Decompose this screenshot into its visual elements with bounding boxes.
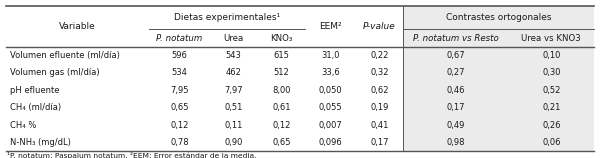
Text: Volumen gas (ml/día): Volumen gas (ml/día) — [10, 68, 100, 77]
Text: 462: 462 — [226, 68, 241, 77]
Text: 0,17: 0,17 — [370, 138, 389, 147]
Text: 0,65: 0,65 — [170, 103, 188, 112]
Text: 615: 615 — [274, 51, 289, 60]
Text: Urea: Urea — [223, 34, 244, 43]
Text: Volumen efluente (ml/día): Volumen efluente (ml/día) — [10, 51, 120, 60]
Text: 8,00: 8,00 — [272, 86, 290, 95]
Text: 0,30: 0,30 — [542, 68, 560, 77]
Text: 0,78: 0,78 — [170, 138, 188, 147]
Text: 0,27: 0,27 — [447, 68, 465, 77]
Bar — [403, 6, 594, 30]
Bar — [403, 134, 594, 151]
Bar — [403, 99, 594, 116]
Text: 0,19: 0,19 — [370, 103, 389, 112]
Text: 0,62: 0,62 — [370, 86, 389, 95]
Text: N-NH₃ (mg/dL): N-NH₃ (mg/dL) — [10, 138, 71, 147]
Text: ¹P. notatum: Paspalum notatum. ²EEM: Error estándar de la media.: ¹P. notatum: Paspalum notatum. ²EEM: Err… — [7, 152, 257, 158]
Text: 0,65: 0,65 — [272, 138, 290, 147]
Text: 0,90: 0,90 — [224, 138, 242, 147]
Text: 0,51: 0,51 — [224, 103, 242, 112]
Text: 0,096: 0,096 — [319, 138, 342, 147]
Text: 31,0: 31,0 — [321, 51, 340, 60]
Text: 0,11: 0,11 — [224, 121, 242, 130]
Text: 0,49: 0,49 — [447, 121, 465, 130]
Bar — [403, 47, 594, 64]
Text: 0,12: 0,12 — [272, 121, 290, 130]
Text: EEM²: EEM² — [319, 22, 341, 31]
Bar — [403, 116, 594, 134]
Text: CH₄ %: CH₄ % — [10, 121, 37, 130]
Text: Dietas experimentales¹: Dietas experimentales¹ — [174, 13, 280, 22]
Text: 543: 543 — [226, 51, 241, 60]
Text: Urea vs KNO3: Urea vs KNO3 — [521, 34, 581, 43]
Bar — [403, 82, 594, 99]
Text: KNO₃: KNO₃ — [270, 34, 293, 43]
Text: 596: 596 — [172, 51, 187, 60]
Text: pH efluente: pH efluente — [10, 86, 60, 95]
Text: 534: 534 — [172, 68, 187, 77]
Text: 7,95: 7,95 — [170, 86, 188, 95]
Text: 0,06: 0,06 — [542, 138, 560, 147]
Text: P. notatum vs Resto: P. notatum vs Resto — [413, 34, 499, 43]
Text: 0,41: 0,41 — [370, 121, 389, 130]
Text: P. notatum: P. notatum — [156, 34, 202, 43]
Text: 0,26: 0,26 — [542, 121, 560, 130]
Text: 0,050: 0,050 — [319, 86, 342, 95]
Text: 0,98: 0,98 — [447, 138, 465, 147]
Text: CH₄ (ml/día): CH₄ (ml/día) — [10, 103, 61, 112]
Text: 0,055: 0,055 — [319, 103, 342, 112]
Text: 0,10: 0,10 — [542, 51, 560, 60]
Text: 7,97: 7,97 — [224, 86, 242, 95]
Text: 512: 512 — [274, 68, 289, 77]
Text: 0,007: 0,007 — [319, 121, 342, 130]
Text: 0,12: 0,12 — [170, 121, 188, 130]
Text: Contrastes ortogonales: Contrastes ortogonales — [446, 13, 551, 22]
Bar — [403, 30, 594, 47]
Text: 0,46: 0,46 — [447, 86, 465, 95]
Text: 0,22: 0,22 — [370, 51, 389, 60]
Text: 0,67: 0,67 — [446, 51, 466, 60]
Text: 0,21: 0,21 — [542, 103, 560, 112]
Text: 0,17: 0,17 — [447, 103, 465, 112]
Text: Variable: Variable — [59, 22, 96, 31]
Text: P-value: P-value — [363, 22, 396, 31]
Text: 0,61: 0,61 — [272, 103, 290, 112]
Text: 33,6: 33,6 — [321, 68, 340, 77]
Text: 0,52: 0,52 — [542, 86, 560, 95]
Bar — [403, 64, 594, 82]
Text: 0,32: 0,32 — [370, 68, 389, 77]
